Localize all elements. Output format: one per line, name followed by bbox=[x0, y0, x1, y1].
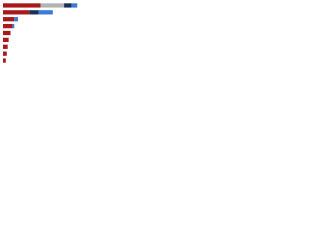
bar-segment bbox=[71, 3, 78, 8]
bar-segment bbox=[40, 3, 65, 8]
chart bbox=[3, 3, 78, 63]
bar-segment bbox=[3, 58, 6, 63]
bar-segment bbox=[3, 37, 9, 43]
bar-segment bbox=[29, 10, 39, 15]
bar-segment bbox=[3, 51, 7, 56]
bar-segment bbox=[14, 17, 19, 22]
bar-segment bbox=[38, 10, 53, 15]
bar-segment bbox=[3, 44, 8, 49]
bar-segment bbox=[12, 23, 15, 29]
bar-segment bbox=[3, 10, 30, 15]
bar-segment bbox=[3, 30, 11, 36]
bar-segment bbox=[3, 23, 13, 29]
bar-segment bbox=[3, 3, 41, 8]
bar-segment bbox=[3, 17, 15, 22]
bar-segment bbox=[64, 3, 72, 8]
